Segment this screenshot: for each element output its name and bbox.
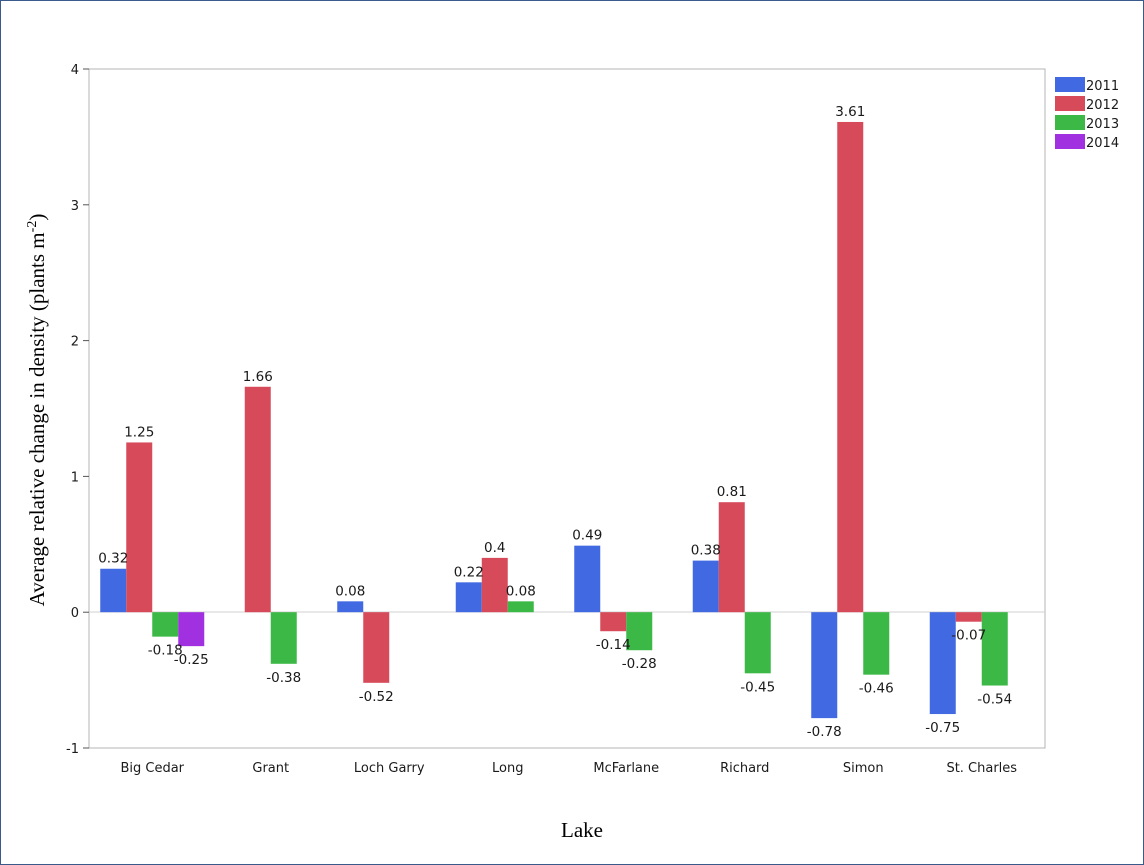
data-label: -0.78 [807, 724, 842, 740]
legend-swatch-2011 [1055, 77, 1085, 92]
x-tick-label: McFarlane [593, 761, 659, 776]
bar-2012 [244, 386, 271, 613]
data-label: 0.4 [484, 540, 505, 556]
legend-swatch-2013 [1055, 115, 1085, 130]
y-axis: -1 0 1 2 3 4 [66, 63, 89, 757]
plot-border [88, 68, 1046, 749]
bar-2011 [692, 560, 719, 613]
y-tick-label: 3 [71, 199, 79, 214]
data-label: -0.54 [977, 692, 1012, 708]
x-axis: Big Cedar Grant Loch Garry Long McFarlane Ric… [120, 761, 1017, 776]
x-axis-title: Lake [561, 818, 603, 842]
bar-2013 [744, 612, 771, 674]
legend-swatch-2014 [1055, 134, 1085, 149]
data-label: 1.25 [124, 424, 154, 440]
bars [100, 121, 1008, 719]
bar-2013 [981, 612, 1008, 686]
data-label: -0.52 [359, 689, 394, 705]
data-label: -0.14 [596, 637, 631, 653]
data-label: 0.08 [506, 583, 536, 599]
y-tick-label: 1 [71, 470, 79, 485]
bar-2012 [126, 442, 153, 613]
bar-2013 [863, 612, 890, 675]
legend-label: 2013 [1086, 117, 1119, 132]
y-tick-label: 4 [71, 63, 79, 78]
y-tick-label: 0 [71, 606, 79, 621]
bar-2011 [337, 601, 364, 613]
data-label: -0.28 [622, 656, 657, 672]
x-tick-label: St. Charles [946, 761, 1017, 776]
data-label: 1.66 [243, 369, 273, 385]
bar-2013 [152, 612, 179, 637]
bar-2011 [929, 612, 956, 715]
x-tick-label: Loch Garry [354, 761, 425, 776]
data-label: -0.75 [925, 720, 960, 736]
x-tick-label: Big Cedar [120, 761, 184, 776]
bar-2011 [100, 568, 127, 613]
legend: 2011 2012 2013 2014 [1055, 77, 1119, 151]
x-tick-label: Simon [843, 761, 884, 776]
legend-label: 2011 [1086, 79, 1119, 94]
data-label: -0.38 [266, 670, 301, 686]
bar-2012 [481, 557, 508, 613]
bar-2012 [955, 612, 982, 622]
bar-2013 [626, 612, 653, 651]
data-label: 0.81 [717, 484, 747, 500]
legend-swatch-2012 [1055, 96, 1085, 111]
bar-2011 [574, 545, 601, 613]
bar-2013 [507, 601, 534, 613]
data-label: 0.32 [98, 551, 128, 567]
data-label: -0.25 [174, 652, 209, 668]
y-tick-label: -1 [66, 742, 79, 757]
data-label: 0.22 [454, 564, 484, 580]
data-label: -0.45 [740, 679, 775, 695]
bar-2012 [363, 612, 390, 683]
data-label: -0.46 [859, 681, 894, 697]
data-label: 0.49 [572, 528, 602, 544]
plot-area [88, 68, 1046, 749]
legend-label: 2014 [1086, 136, 1119, 151]
data-label: -0.07 [951, 628, 986, 644]
legend-label: 2012 [1086, 98, 1119, 113]
data-label: 3.61 [835, 104, 865, 120]
bar-2011 [811, 612, 838, 719]
bar-2011 [455, 582, 482, 613]
y-axis-title: Average relative change in density (plan… [25, 214, 49, 607]
bar-2012 [837, 121, 864, 613]
y-tick-label: 2 [71, 335, 79, 350]
bar-2013 [270, 612, 297, 664]
data-labels: 0.32 1.25 -0.18-0.25 1.66 -0.38 0.08 -0.52 0.22… [98, 104, 1012, 740]
bar-2012 [718, 502, 745, 613]
y-axis-title-close: ) [25, 214, 49, 221]
data-label: 0.38 [691, 543, 721, 559]
x-tick-label: Grant [252, 761, 289, 776]
bar-2014 [178, 612, 205, 647]
x-tick-label: Long [492, 761, 523, 776]
y-axis-title-sup: -2 [25, 221, 40, 233]
bar-2012 [600, 612, 627, 632]
y-axis-title-main: Average relative change in density (plan… [25, 232, 49, 606]
x-tick-label: Richard [720, 761, 769, 776]
data-label: 0.08 [335, 583, 365, 599]
data-label: -0.18 [148, 643, 183, 659]
